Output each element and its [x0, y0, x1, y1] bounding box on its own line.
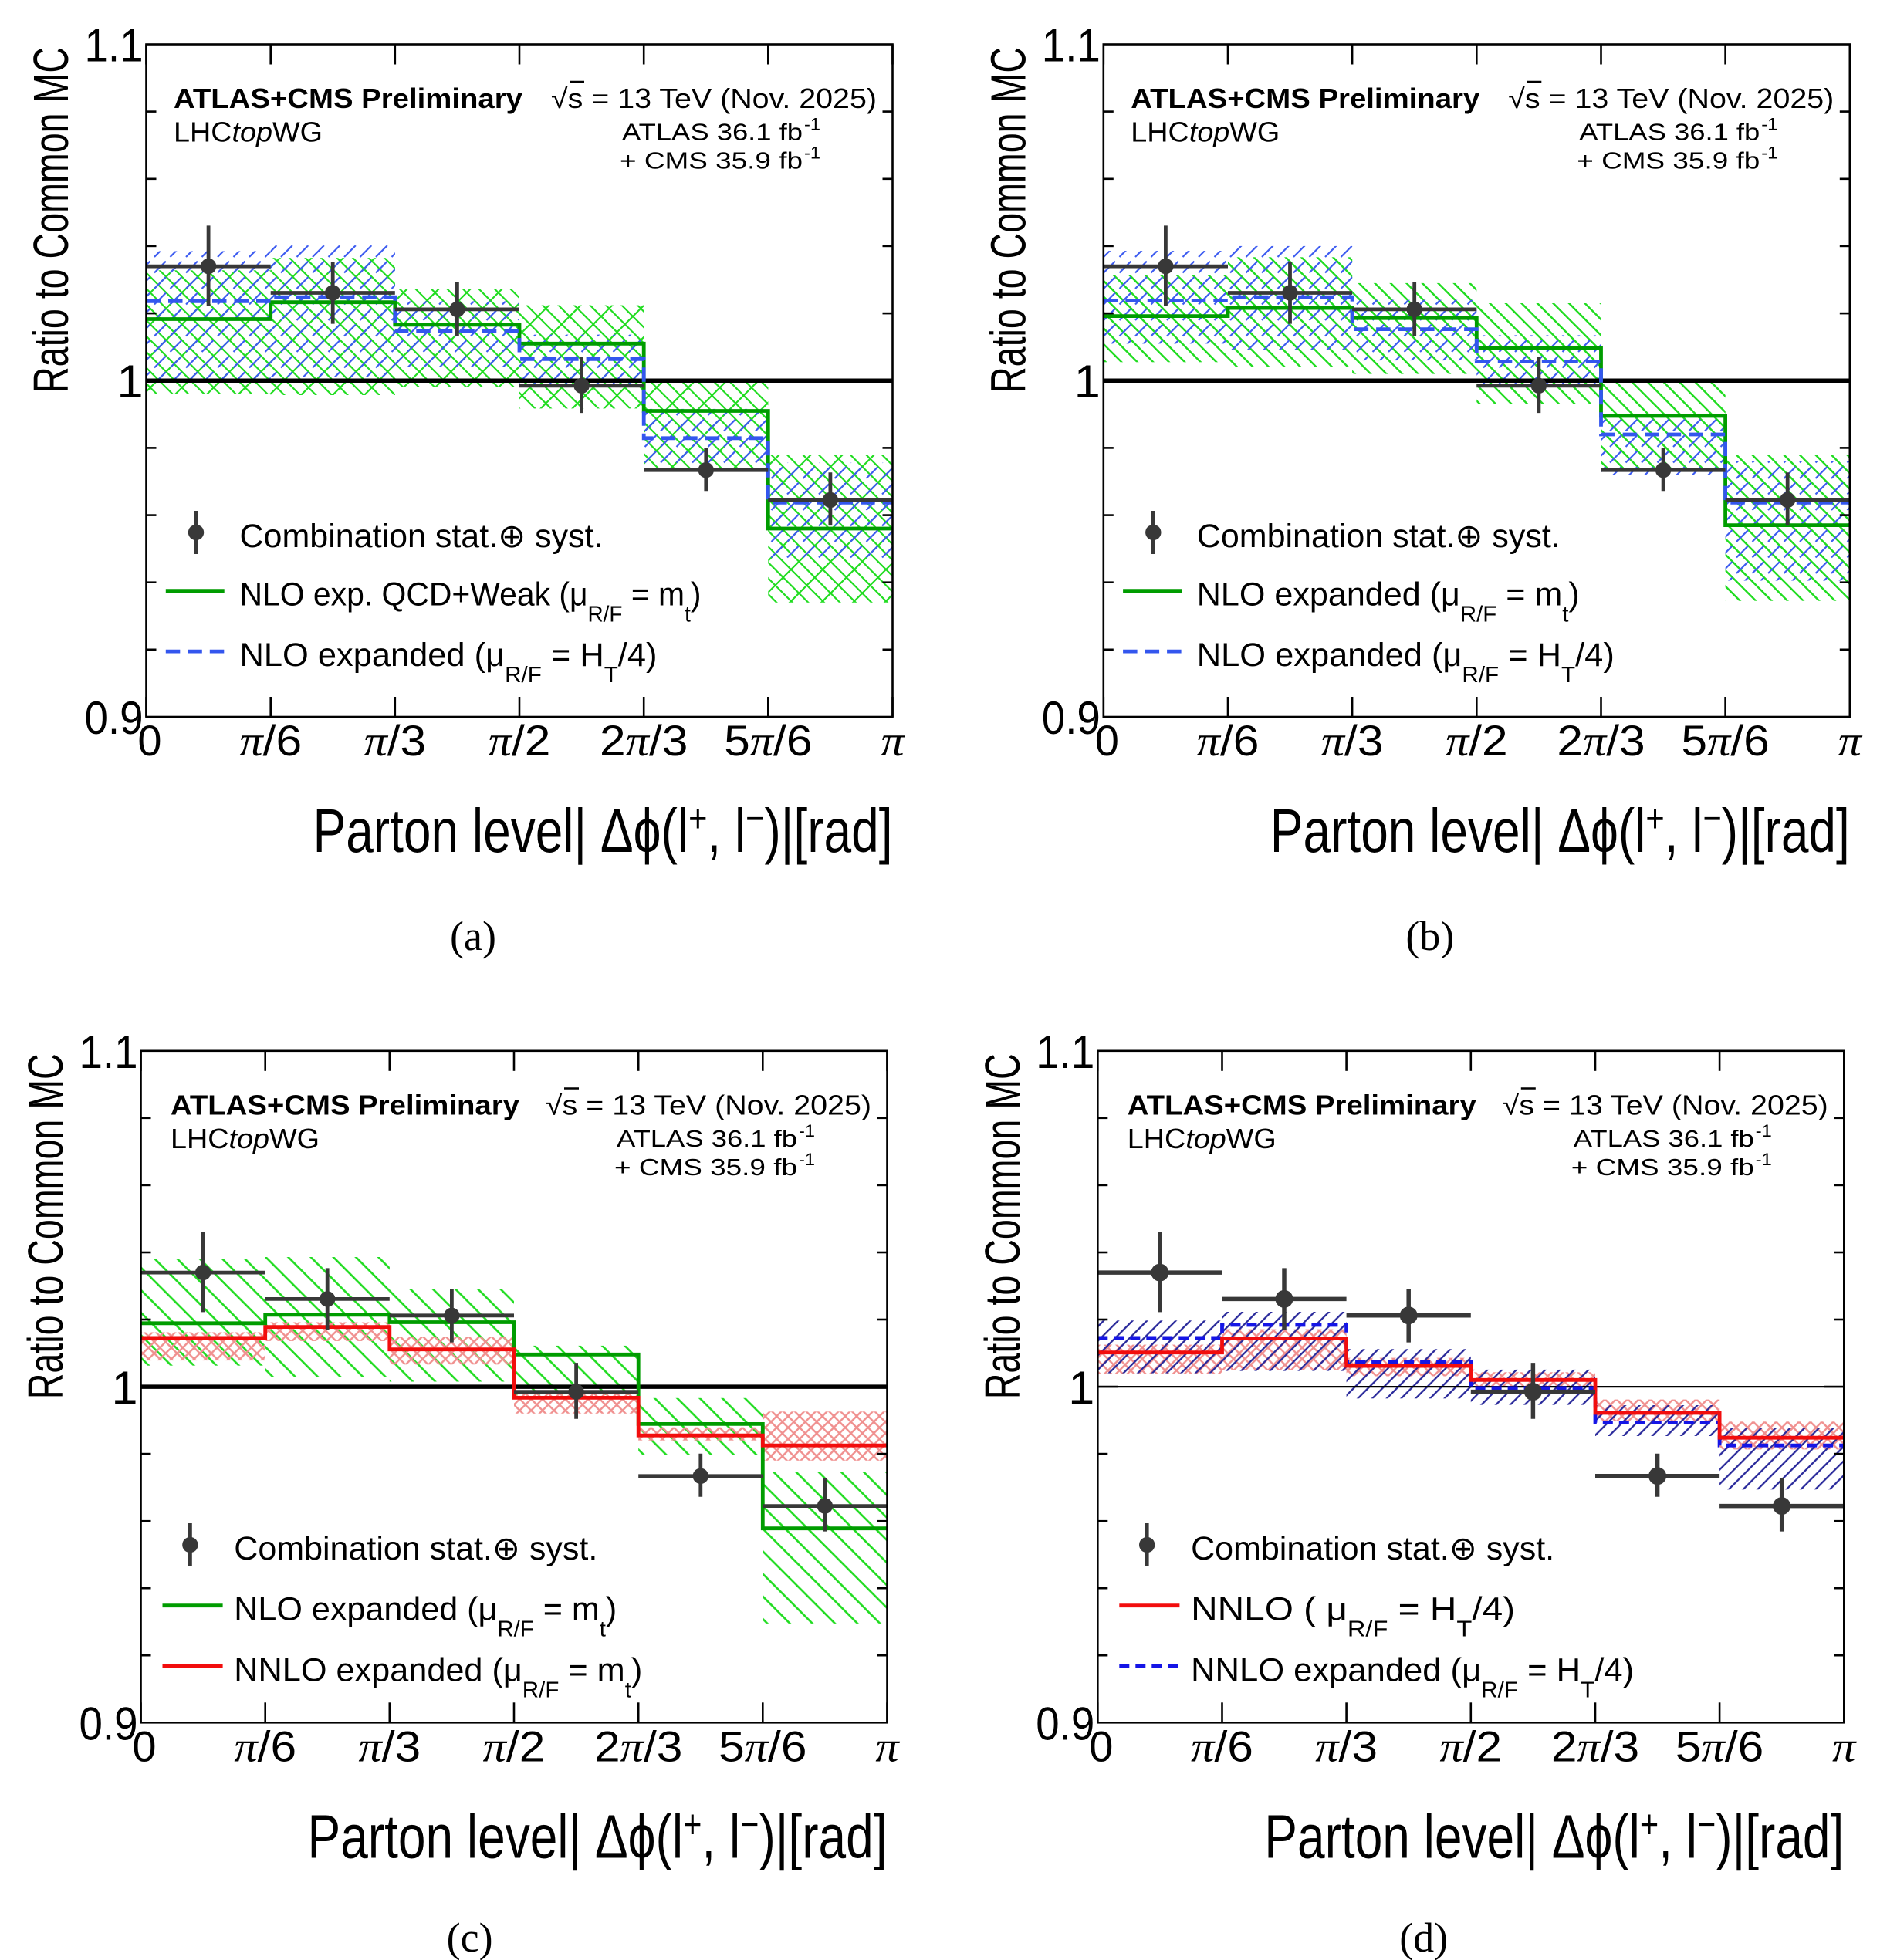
svg-text:0.9: 0.9: [1042, 692, 1101, 744]
svg-text:5π/6: 5π/6: [724, 717, 812, 765]
svg-text:5π/6: 5π/6: [1676, 1722, 1763, 1770]
svg-text:(b): (b): [1405, 913, 1454, 959]
svg-text:0: 0: [132, 1722, 156, 1770]
svg-text:Parton level| Δϕ(l+, l−)|[rad]: Parton level| Δϕ(l+, l−)|[rad]: [1270, 796, 1850, 865]
svg-text:(d): (d): [1399, 1914, 1448, 1960]
svg-text:1: 1: [117, 356, 144, 407]
svg-text:5π/6: 5π/6: [719, 1722, 806, 1770]
svg-text:0.9: 0.9: [79, 1698, 138, 1749]
svg-text:LHCtopWG: LHCtopWG: [171, 1123, 320, 1154]
svg-text:ATLAS 36.1 fb: ATLAS 36.1 fb: [1574, 1125, 1754, 1152]
svg-text:1.1: 1.1: [1036, 1026, 1094, 1078]
svg-text:0: 0: [1089, 1722, 1113, 1770]
svg-text:π/6: π/6: [1191, 1722, 1253, 1770]
svg-text:(a): (a): [450, 913, 496, 959]
svg-text:Parton level| Δϕ(l+, l−)|[rad]: Parton level| Δϕ(l+, l−)|[rad]: [308, 1802, 888, 1870]
svg-text:2π/3: 2π/3: [1551, 1722, 1639, 1770]
svg-text:(c): (c): [447, 1914, 493, 1960]
svg-text:1: 1: [112, 1362, 138, 1414]
svg-text:π: π: [875, 1722, 900, 1770]
svg-text:π/2: π/2: [1446, 717, 1508, 765]
svg-text:+ CMS 35.9 fb: + CMS 35.9 fb: [1571, 1154, 1754, 1181]
svg-text:1.1: 1.1: [1042, 20, 1101, 72]
svg-text:-1: -1: [1756, 1121, 1772, 1141]
svg-text:π: π: [1838, 717, 1863, 765]
svg-text:ATLAS+CMS Preliminary: ATLAS+CMS Preliminary: [1128, 1090, 1476, 1121]
svg-text:5π/6: 5π/6: [1681, 717, 1769, 765]
svg-text:+ CMS 35.9 fb: + CMS 35.9 fb: [1577, 147, 1760, 174]
svg-text:π/2: π/2: [483, 1722, 546, 1770]
svg-text:√s = 13 TeV (Nov. 2025): √s = 13 TeV (Nov. 2025): [546, 1090, 871, 1121]
svg-text:Combination stat.⊕ syst.: Combination stat.⊕ syst.: [240, 519, 604, 555]
svg-text:-1: -1: [799, 1150, 815, 1169]
svg-text:1.1: 1.1: [85, 20, 144, 72]
svg-text:+ CMS 35.9 fb: + CMS 35.9 fb: [614, 1154, 797, 1181]
svg-text:ATLAS 36.1 fb: ATLAS 36.1 fb: [1579, 119, 1760, 146]
svg-text:√s = 13 TeV (Nov. 2025): √s = 13 TeV (Nov. 2025): [1508, 83, 1834, 114]
svg-text:-1: -1: [799, 1121, 815, 1141]
svg-text:Parton level| Δϕ(l+, l−)|[rad]: Parton level| Δϕ(l+, l−)|[rad]: [1264, 1802, 1844, 1870]
svg-text:2π/3: 2π/3: [600, 717, 688, 765]
svg-text:ATLAS 36.1 fb: ATLAS 36.1 fb: [622, 119, 803, 146]
svg-text:√s = 13 TeV (Nov. 2025): √s = 13 TeV (Nov. 2025): [1503, 1090, 1828, 1121]
svg-text:ATLAS+CMS Preliminary: ATLAS+CMS Preliminary: [1131, 83, 1479, 114]
svg-text:Combination stat.⊕ syst.: Combination stat.⊕ syst.: [1191, 1531, 1554, 1567]
svg-text:π/6: π/6: [234, 1722, 296, 1770]
svg-text:π: π: [1832, 1722, 1857, 1770]
svg-text:LHCtopWG: LHCtopWG: [1131, 117, 1280, 148]
svg-text:0: 0: [137, 716, 161, 765]
svg-text:1: 1: [1074, 356, 1101, 407]
svg-text:LHCtopWG: LHCtopWG: [174, 117, 323, 148]
svg-text:Ratio to Common MC: Ratio to Common MC: [23, 47, 79, 393]
svg-text:-1: -1: [804, 115, 820, 134]
svg-text:Combination stat.⊕ syst.: Combination stat.⊕ syst.: [234, 1531, 597, 1567]
svg-text:1.1: 1.1: [79, 1026, 138, 1078]
svg-text:π/6: π/6: [239, 717, 302, 765]
svg-text:π/3: π/3: [364, 717, 426, 765]
svg-text:π/3: π/3: [358, 1722, 421, 1770]
svg-text:ATLAS 36.1 fb: ATLAS 36.1 fb: [617, 1125, 797, 1152]
svg-text:2π/3: 2π/3: [1557, 717, 1645, 765]
svg-text:π/2: π/2: [489, 717, 551, 765]
svg-text:π/2: π/2: [1439, 1722, 1502, 1770]
svg-text:ATLAS+CMS Preliminary: ATLAS+CMS Preliminary: [171, 1090, 519, 1121]
svg-text:Parton level| Δϕ(l+, l−)|[rad]: Parton level| Δϕ(l+, l−)|[rad]: [313, 796, 893, 865]
svg-text:π/6: π/6: [1197, 717, 1260, 765]
svg-text:1: 1: [1068, 1362, 1094, 1414]
svg-text:-1: -1: [1756, 1150, 1772, 1169]
svg-text:ATLAS+CMS Preliminary: ATLAS+CMS Preliminary: [174, 83, 522, 114]
svg-text:π/3: π/3: [1321, 717, 1384, 765]
svg-text:-1: -1: [1761, 115, 1777, 134]
svg-text:-1: -1: [804, 144, 820, 163]
svg-text:0.9: 0.9: [1036, 1698, 1094, 1749]
svg-text:LHCtopWG: LHCtopWG: [1128, 1123, 1277, 1154]
svg-text:π/3: π/3: [1315, 1722, 1378, 1770]
svg-text:Combination stat.⊕ syst.: Combination stat.⊕ syst.: [1197, 519, 1561, 555]
svg-text:+ CMS 35.9 fb: + CMS 35.9 fb: [620, 147, 803, 174]
svg-text:Ratio to Common MC: Ratio to Common MC: [980, 47, 1036, 393]
svg-text:Ratio to Common MC: Ratio to Common MC: [18, 1053, 73, 1399]
svg-text:0: 0: [1095, 716, 1119, 765]
svg-text:√s = 13 TeV (Nov. 2025): √s = 13 TeV (Nov. 2025): [551, 83, 877, 114]
svg-text:2π/3: 2π/3: [594, 1722, 682, 1770]
svg-text:-1: -1: [1761, 144, 1777, 163]
svg-text:π: π: [881, 717, 905, 765]
svg-text:0.9: 0.9: [85, 692, 144, 744]
svg-text:Ratio to Common MC: Ratio to Common MC: [975, 1053, 1030, 1399]
